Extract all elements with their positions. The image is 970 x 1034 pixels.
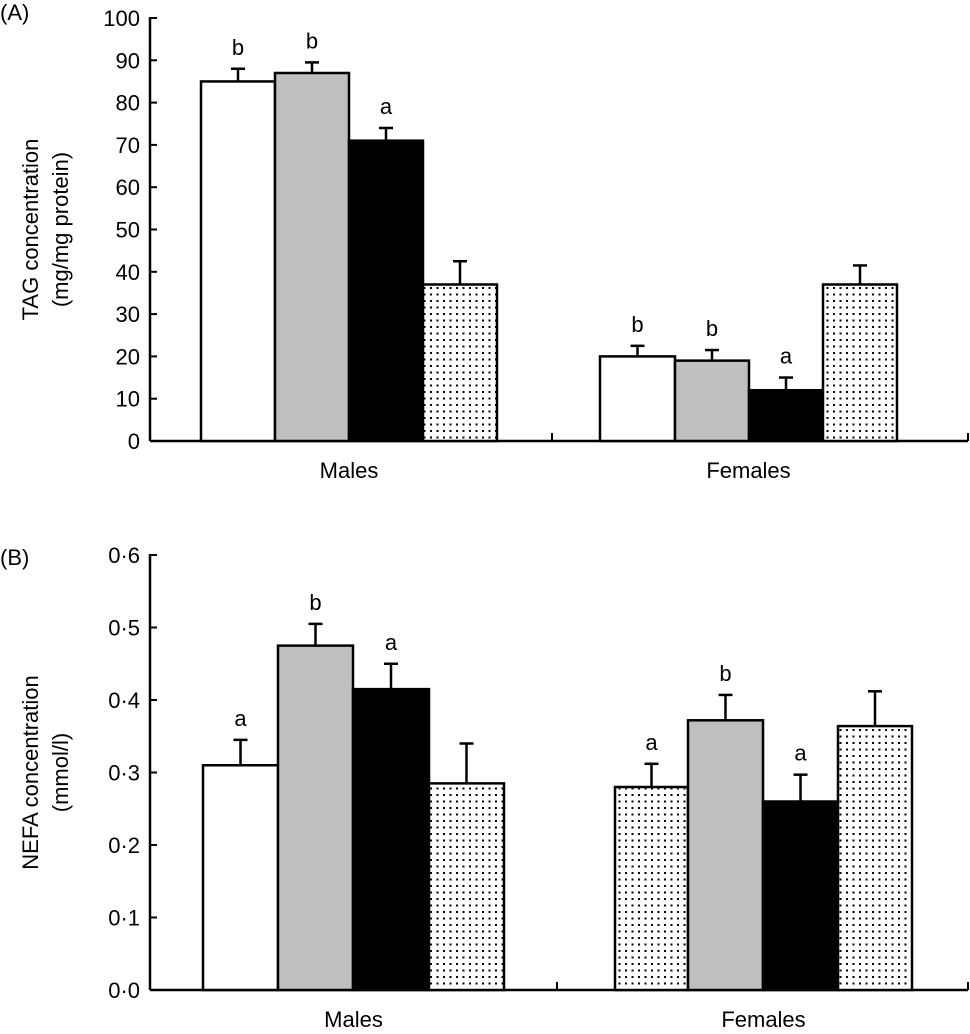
x-category-label: Males xyxy=(324,1007,383,1029)
y-tick-label: 50 xyxy=(116,218,140,243)
significance-letter: b xyxy=(306,28,318,53)
y-tick-label: 30 xyxy=(116,302,140,327)
panel-label: (A) xyxy=(0,0,29,25)
y-tick-label: 0·4 xyxy=(108,688,140,713)
bar xyxy=(351,687,431,992)
y-axis-label: (mg/mg protein) xyxy=(48,152,73,307)
bar xyxy=(273,71,351,443)
bar xyxy=(747,388,825,443)
chart-panel-b: (B) NEFA concentration (mmol/l) 0·0 0·1 0·2 0·… xyxy=(0,543,969,1032)
bar xyxy=(201,764,280,992)
y-tick-label: 0·2 xyxy=(108,833,140,858)
x-category-label: Males xyxy=(320,458,379,483)
significance-letter: a xyxy=(385,630,398,655)
y-tick-label: 10 xyxy=(116,387,140,412)
chart-panel-a: (A) TAG concentration (mg/mg protein) 0 10 20… xyxy=(0,0,969,483)
y-tick-label: 0 xyxy=(128,429,140,454)
y-tick-label: 90 xyxy=(116,48,140,73)
bar xyxy=(613,785,690,992)
y-tick-label: 100 xyxy=(103,6,140,31)
significance-letter: b xyxy=(232,35,244,60)
bar xyxy=(199,80,277,443)
y-tick-label: 0·1 xyxy=(108,906,140,931)
y-tick-label: 0·6 xyxy=(108,543,140,568)
y-tick-label: 40 xyxy=(116,260,140,285)
bar xyxy=(686,719,765,992)
bar xyxy=(598,355,677,443)
bar xyxy=(276,644,355,992)
bar xyxy=(427,782,506,992)
significance-letter: a xyxy=(780,344,793,369)
y-tick-label: 20 xyxy=(116,344,140,369)
significance-letter: b xyxy=(719,661,731,686)
bar xyxy=(421,283,499,443)
y-tick-label: 0·3 xyxy=(108,761,140,786)
bar xyxy=(836,724,914,992)
significance-letter: a xyxy=(380,94,393,119)
y-axis-label: TAG concentration xyxy=(18,139,43,321)
bar xyxy=(761,800,840,992)
y-axis-label: (mmol/l) xyxy=(48,733,73,812)
significance-letter: a xyxy=(645,730,658,755)
significance-letter: b xyxy=(631,312,643,337)
y-tick-label: 70 xyxy=(116,133,140,158)
y-tick-label: 80 xyxy=(116,91,140,116)
significance-letter: a xyxy=(794,741,807,766)
bar xyxy=(673,359,751,443)
panel-label: (B) xyxy=(0,545,29,570)
y-tick-label: 0·5 xyxy=(108,616,140,641)
y-tick-label: 0·0 xyxy=(108,978,140,1003)
x-category-label: Females xyxy=(721,1007,805,1029)
significance-letter: a xyxy=(234,706,247,731)
significance-letter: b xyxy=(309,590,321,615)
y-tick-label: 60 xyxy=(116,175,140,200)
x-category-label: Females xyxy=(706,458,790,483)
y-axis-label: NEFA concentration xyxy=(18,675,43,869)
bar xyxy=(347,139,425,443)
bar xyxy=(821,283,899,443)
significance-letter: b xyxy=(706,316,718,341)
